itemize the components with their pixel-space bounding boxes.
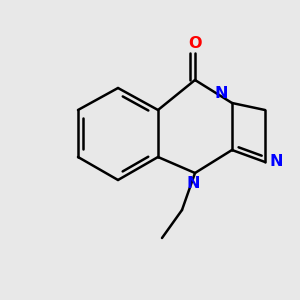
- Text: O: O: [188, 37, 202, 52]
- Text: N: N: [187, 176, 200, 191]
- Text: N: N: [269, 154, 283, 169]
- Text: N: N: [215, 85, 228, 100]
